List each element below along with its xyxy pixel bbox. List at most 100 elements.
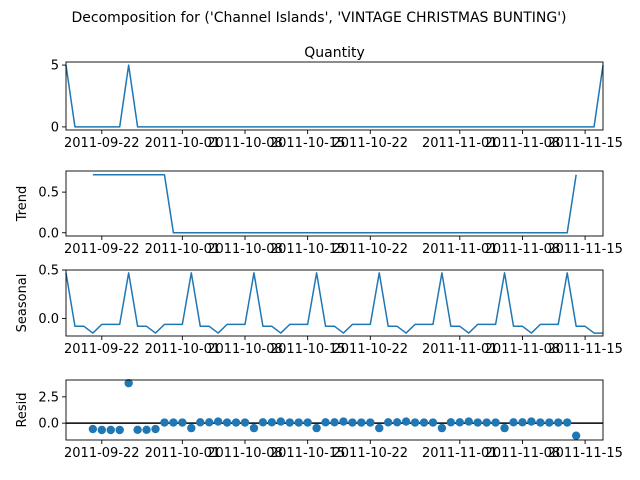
trend-x-tick-label: 2011-10-15 bbox=[270, 242, 346, 257]
resid-resid-point bbox=[464, 417, 473, 426]
resid-resid-point bbox=[151, 424, 160, 434]
resid-resid-point bbox=[366, 418, 375, 427]
seasonal-x-tick-label: 2011-11-15 bbox=[547, 342, 623, 357]
resid-resid-point bbox=[536, 418, 545, 427]
resid-resid-point bbox=[142, 425, 151, 434]
resid-axes-frame bbox=[65, 379, 604, 441]
resid-resid-point bbox=[196, 418, 205, 427]
seasonal-x-tick-label: 2011-11-01 bbox=[422, 342, 498, 357]
resid-y-tick-label: 2.5 bbox=[38, 390, 59, 405]
trend-x-tick-label: 2011-11-15 bbox=[547, 242, 623, 257]
quantity-y-tick-label: 0 bbox=[51, 120, 59, 135]
resid-resid-point bbox=[178, 418, 187, 427]
resid-resid-point bbox=[231, 418, 241, 427]
resid-resid-point bbox=[437, 423, 447, 433]
resid-resid-point bbox=[545, 418, 554, 427]
resid-resid-point bbox=[303, 418, 312, 427]
quantity-y-tick-label: 5 bbox=[51, 59, 59, 74]
quantity-x-tick-label: 2011-10-08 bbox=[207, 136, 283, 151]
quantity-series-line bbox=[65, 64, 604, 128]
seasonal-axes-frame bbox=[65, 269, 604, 337]
resid-resid-point bbox=[500, 423, 509, 433]
seasonal-series-line bbox=[65, 272, 603, 334]
trend-y-tick-label: 0.5 bbox=[38, 186, 59, 201]
resid-x-tick-label: 2011-10-08 bbox=[207, 446, 283, 461]
seasonal-x-tick-label: 2011-10-15 bbox=[270, 342, 346, 357]
quantity-x-tick-label: 2011-11-15 bbox=[547, 136, 623, 151]
seasonal-y-axis-label: Seasonal bbox=[15, 274, 30, 333]
resid-resid-point bbox=[205, 418, 214, 427]
quantity-x-tick-label: 2011-10-15 bbox=[270, 136, 346, 151]
resid-resid-point bbox=[419, 418, 429, 427]
resid-resid-point bbox=[491, 418, 500, 427]
trend-series-line bbox=[92, 173, 577, 234]
resid-resid-point bbox=[554, 418, 563, 427]
resid-resid-point bbox=[563, 418, 572, 427]
trend-y-axis-label: Trend bbox=[15, 186, 30, 223]
resid-resid-point bbox=[294, 418, 303, 427]
resid-resid-point bbox=[97, 425, 107, 435]
quantity-panel-title: Quantity bbox=[304, 45, 365, 61]
resid-resid-point bbox=[267, 418, 277, 427]
seasonal-x-tick-label: 2011-10-22 bbox=[333, 342, 409, 357]
resid-resid-point bbox=[410, 418, 420, 427]
resid-resid-point bbox=[330, 418, 339, 427]
trend-axes-frame bbox=[65, 170, 604, 237]
resid-resid-point bbox=[509, 418, 518, 427]
resid-resid-point bbox=[401, 417, 411, 426]
resid-resid-point bbox=[240, 418, 250, 427]
resid-resid-point bbox=[187, 423, 196, 433]
resid-resid-point bbox=[88, 424, 98, 434]
resid-resid-point bbox=[222, 418, 232, 427]
resid-resid-point bbox=[357, 418, 366, 427]
quantity-axes-frame bbox=[65, 61, 604, 131]
resid-resid-point bbox=[339, 417, 348, 426]
resid-resid-point bbox=[106, 425, 115, 435]
resid-resid-point bbox=[160, 418, 169, 427]
resid-resid-point bbox=[124, 378, 133, 388]
trend-y-tick-label: 0.0 bbox=[38, 226, 59, 241]
seasonal-y-tick-label: 0.5 bbox=[38, 264, 59, 279]
quantity-x-tick-label: 2011-11-08 bbox=[485, 136, 561, 151]
resid-x-tick-label: 2011-10-15 bbox=[270, 446, 346, 461]
resid-x-tick-label: 2011-11-15 bbox=[547, 446, 623, 461]
quantity-x-tick-label: 2011-09-22 bbox=[64, 136, 140, 151]
resid-y-tick-label: 0.0 bbox=[38, 417, 59, 432]
resid-resid-point bbox=[285, 418, 294, 427]
resid-resid-point bbox=[249, 423, 259, 433]
resid-x-tick-label: 2011-11-08 bbox=[485, 446, 561, 461]
figure-suptitle: Decomposition for ('Channel Islands', 'V… bbox=[71, 10, 566, 26]
quantity-x-tick-label: 2011-10-22 bbox=[333, 136, 409, 151]
trend-x-tick-label: 2011-10-08 bbox=[207, 242, 283, 257]
resid-resid-point bbox=[473, 418, 482, 427]
resid-resid-point bbox=[384, 418, 393, 427]
resid-resid-point bbox=[455, 418, 464, 427]
seasonal-x-tick-label: 2011-10-01 bbox=[145, 342, 221, 357]
quantity-x-tick-label: 2011-10-01 bbox=[145, 136, 221, 151]
trend-x-tick-label: 2011-11-01 bbox=[422, 242, 498, 257]
seasonal-x-tick-label: 2011-09-22 bbox=[64, 342, 140, 357]
trend-x-tick-label: 2011-10-01 bbox=[145, 242, 221, 257]
trend-x-tick-label: 2011-10-22 bbox=[333, 242, 409, 257]
resid-resid-point bbox=[392, 418, 402, 427]
resid-resid-point bbox=[213, 417, 223, 426]
resid-resid-point bbox=[115, 425, 124, 435]
resid-resid-point bbox=[375, 423, 384, 433]
resid-resid-point bbox=[276, 417, 285, 426]
resid-x-tick-label: 2011-11-01 bbox=[422, 446, 498, 461]
seasonal-x-tick-label: 2011-11-08 bbox=[485, 342, 561, 357]
trend-x-tick-label: 2011-11-08 bbox=[485, 242, 561, 257]
resid-resid-point bbox=[312, 423, 321, 433]
quantity-x-tick-label: 2011-11-01 bbox=[422, 136, 498, 151]
resid-resid-point bbox=[169, 418, 178, 427]
resid-resid-point bbox=[258, 418, 268, 427]
resid-x-tick-label: 2011-10-22 bbox=[333, 446, 409, 461]
seasonal-x-tick-label: 2011-10-08 bbox=[207, 342, 283, 357]
resid-resid-point bbox=[133, 425, 142, 434]
resid-x-tick-label: 2011-10-01 bbox=[145, 446, 221, 461]
resid-resid-point bbox=[482, 418, 491, 427]
resid-y-axis-label: Resid bbox=[15, 392, 30, 427]
resid-resid-point bbox=[446, 418, 456, 427]
trend-x-tick-label: 2011-09-22 bbox=[64, 242, 140, 257]
